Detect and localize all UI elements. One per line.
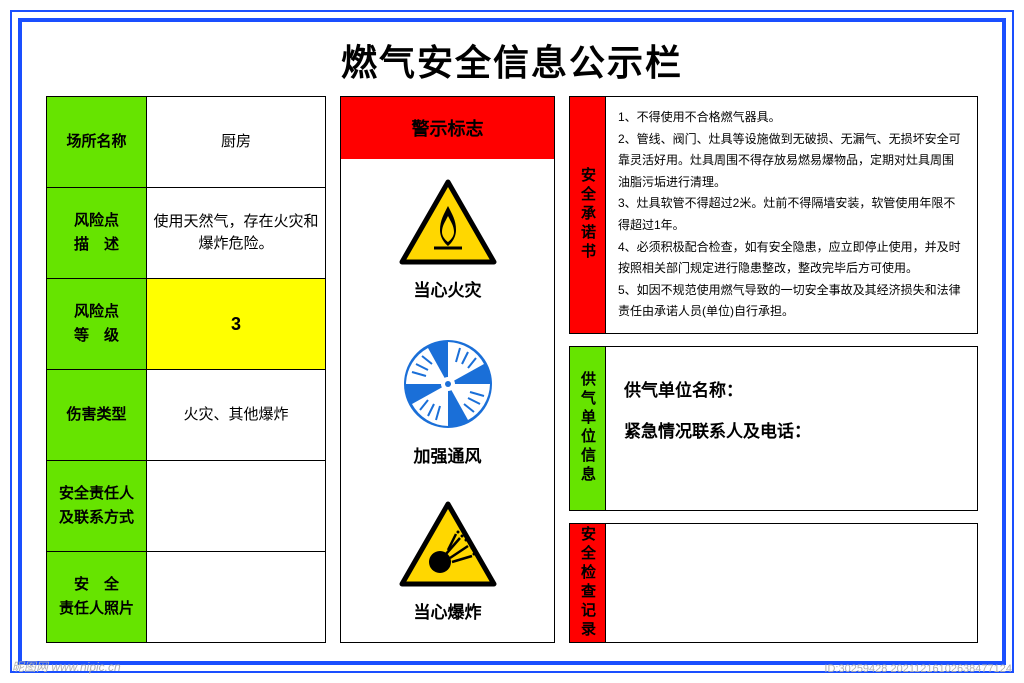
table-row: 场所名称 厨房 bbox=[47, 97, 325, 188]
row-value: 火灾、其他爆炸 bbox=[147, 370, 325, 460]
right-column: 安全承诺书 1、不得使用不合格燃气器具。 2、管线、阀门、灶具等设施做到无破损、… bbox=[569, 96, 978, 643]
supplier-header: 供气单位信息 bbox=[570, 347, 606, 510]
commitment-line: 3、灶具软管不得超过2米。灶前不得隔墙安装，软管使用年限不得超过1年。 bbox=[618, 193, 965, 236]
row-label: 安 全 责任人照片 bbox=[47, 552, 147, 642]
row-value: 使用天然气，存在火灾和爆炸危险。 bbox=[147, 188, 325, 278]
watermark-right: ID:30259428 20211216102638477124 bbox=[824, 663, 1012, 675]
table-row: 伤害类型 火灾、其他爆炸 bbox=[47, 370, 325, 461]
board-title: 燃气安全信息公示栏 bbox=[46, 34, 978, 86]
row-label: 风险点 等 级 bbox=[47, 279, 147, 369]
supplier-panel: 供气单位信息 供气单位名称： 紧急情况联系人及电话： bbox=[569, 346, 978, 511]
warning-label: 当心爆炸 bbox=[414, 598, 482, 623]
warning-items: 当心火灾 bbox=[341, 159, 554, 642]
board-container: 燃气安全信息公示栏 场所名称 厨房 风险点 描 述 使用天然气，存在火灾和爆炸危… bbox=[18, 18, 1006, 665]
commitment-line: 5、如因不规范使用燃气导致的一切安全事故及其经济损失和法律责任由承诺人员(单位)… bbox=[618, 280, 965, 323]
row-value bbox=[147, 552, 325, 642]
warning-label: 当心火灾 bbox=[414, 276, 482, 301]
commitment-line: 2、管线、阀门、灶具等设施做到无破损、无漏气、无损坏安全可靠灵活好用。灶具周围不… bbox=[618, 129, 965, 194]
commitment-panel: 安全承诺书 1、不得使用不合格燃气器具。 2、管线、阀门、灶具等设施做到无破损、… bbox=[569, 96, 978, 334]
inspection-body bbox=[606, 524, 977, 642]
row-value bbox=[147, 461, 325, 551]
row-value: 厨房 bbox=[147, 97, 325, 187]
row-label: 风险点 描 述 bbox=[47, 188, 147, 278]
fan-icon bbox=[398, 334, 498, 434]
row-label: 伤害类型 bbox=[47, 370, 147, 460]
warning-header: 警示标志 bbox=[341, 97, 554, 159]
commitment-header: 安全承诺书 bbox=[570, 97, 606, 333]
warning-label: 加强通风 bbox=[414, 442, 482, 467]
warning-box: 警示标志 当心火灾 bbox=[340, 96, 555, 643]
table-row: 风险点 等 级 3 bbox=[47, 279, 325, 370]
commitment-line: 4、必须积极配合检查，如有安全隐患，应立即停止使用，并及时按照相关部门规定进行隐… bbox=[618, 237, 965, 280]
inspection-header: 安全检查记录 bbox=[570, 524, 606, 642]
fire-warning-icon bbox=[398, 178, 498, 268]
table-row: 安 全 责任人照片 bbox=[47, 552, 325, 642]
columns: 场所名称 厨房 风险点 描 述 使用天然气，存在火灾和爆炸危险。 风险点 等 级… bbox=[46, 96, 978, 643]
row-label: 安全责任人 及联系方式 bbox=[47, 461, 147, 551]
row-value-level: 3 bbox=[147, 279, 325, 369]
warning-item-explosion: 当心爆炸 bbox=[341, 481, 554, 642]
commitment-body: 1、不得使用不合格燃气器具。 2、管线、阀门、灶具等设施做到无破损、无漏气、无损… bbox=[606, 97, 977, 333]
commitment-line: 1、不得使用不合格燃气器具。 bbox=[618, 107, 965, 129]
row-label: 场所名称 bbox=[47, 97, 147, 187]
info-table-column: 场所名称 厨房 风险点 描 述 使用天然气，存在火灾和爆炸危险。 风险点 等 级… bbox=[46, 96, 326, 643]
warning-item-ventilation: 加强通风 bbox=[341, 320, 554, 481]
inspection-panel: 安全检查记录 bbox=[569, 523, 978, 643]
supplier-body: 供气单位名称： 紧急情况联系人及电话： bbox=[606, 347, 977, 510]
table-row: 风险点 描 述 使用天然气，存在火灾和爆炸危险。 bbox=[47, 188, 325, 279]
table-row: 安全责任人 及联系方式 bbox=[47, 461, 325, 552]
warning-item-fire: 当心火灾 bbox=[341, 159, 554, 320]
supplier-name-line: 供气单位名称： bbox=[624, 371, 959, 412]
watermark-left: 昵图网 www.nipic.cn bbox=[12, 658, 121, 675]
warning-column: 警示标志 当心火灾 bbox=[340, 96, 555, 643]
supplier-contact-line: 紧急情况联系人及电话： bbox=[624, 412, 959, 453]
explosion-warning-icon bbox=[398, 500, 498, 590]
info-table: 场所名称 厨房 风险点 描 述 使用天然气，存在火灾和爆炸危险。 风险点 等 级… bbox=[46, 96, 326, 643]
